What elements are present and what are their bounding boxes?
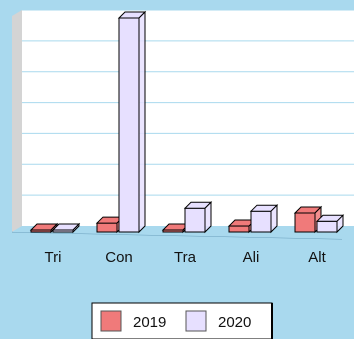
bar-2020-con: [117, 10, 147, 234]
bar-2020-ali-side: [270, 203, 278, 234]
x-tick-label: Tra: [174, 249, 197, 266]
x-tick-label: Ali: [243, 249, 260, 266]
bar-2020-con-side: [138, 10, 146, 234]
bar-2019-alt-front: [294, 212, 316, 233]
bar-2020-ali: [249, 203, 279, 234]
legend-label-2020: 2020: [218, 314, 251, 331]
plot-background: [22, 10, 354, 226]
x-tick-label: Tri: [45, 249, 62, 266]
x-tick-label: Alt: [308, 249, 326, 266]
x-tick-label: Con: [105, 249, 133, 266]
bar-2019-tri: [29, 222, 59, 234]
gridlines: [11, 9, 354, 240]
bar-2019-con-front: [96, 222, 118, 233]
legend-swatch-2019: [100, 310, 122, 332]
bar-2020-tri-side: [72, 222, 80, 234]
bar-2020-con-front: [118, 17, 140, 233]
legend: 2019 2020: [91, 302, 273, 339]
legend-swatch-2020: [185, 310, 207, 332]
bars: [29, 10, 345, 234]
bar-2020-alt: [315, 214, 345, 234]
x-tick-labels: Tri Con Tra Ali Alt: [45, 249, 327, 266]
legend-label-2019: 2019: [133, 314, 166, 331]
bar-2020-tra: [183, 201, 213, 234]
bar-2020-alt-front: [316, 220, 338, 233]
bar-2019-ali-front: [228, 225, 250, 233]
bar-2020-alt-side: [336, 214, 344, 234]
bar-2020-tra-front: [184, 207, 206, 233]
bar-2020-tra-side: [204, 201, 212, 234]
bar-2020-tri: [51, 222, 81, 234]
plot-side-wall: [12, 10, 22, 232]
bar-2020-ali-front: [250, 210, 272, 233]
